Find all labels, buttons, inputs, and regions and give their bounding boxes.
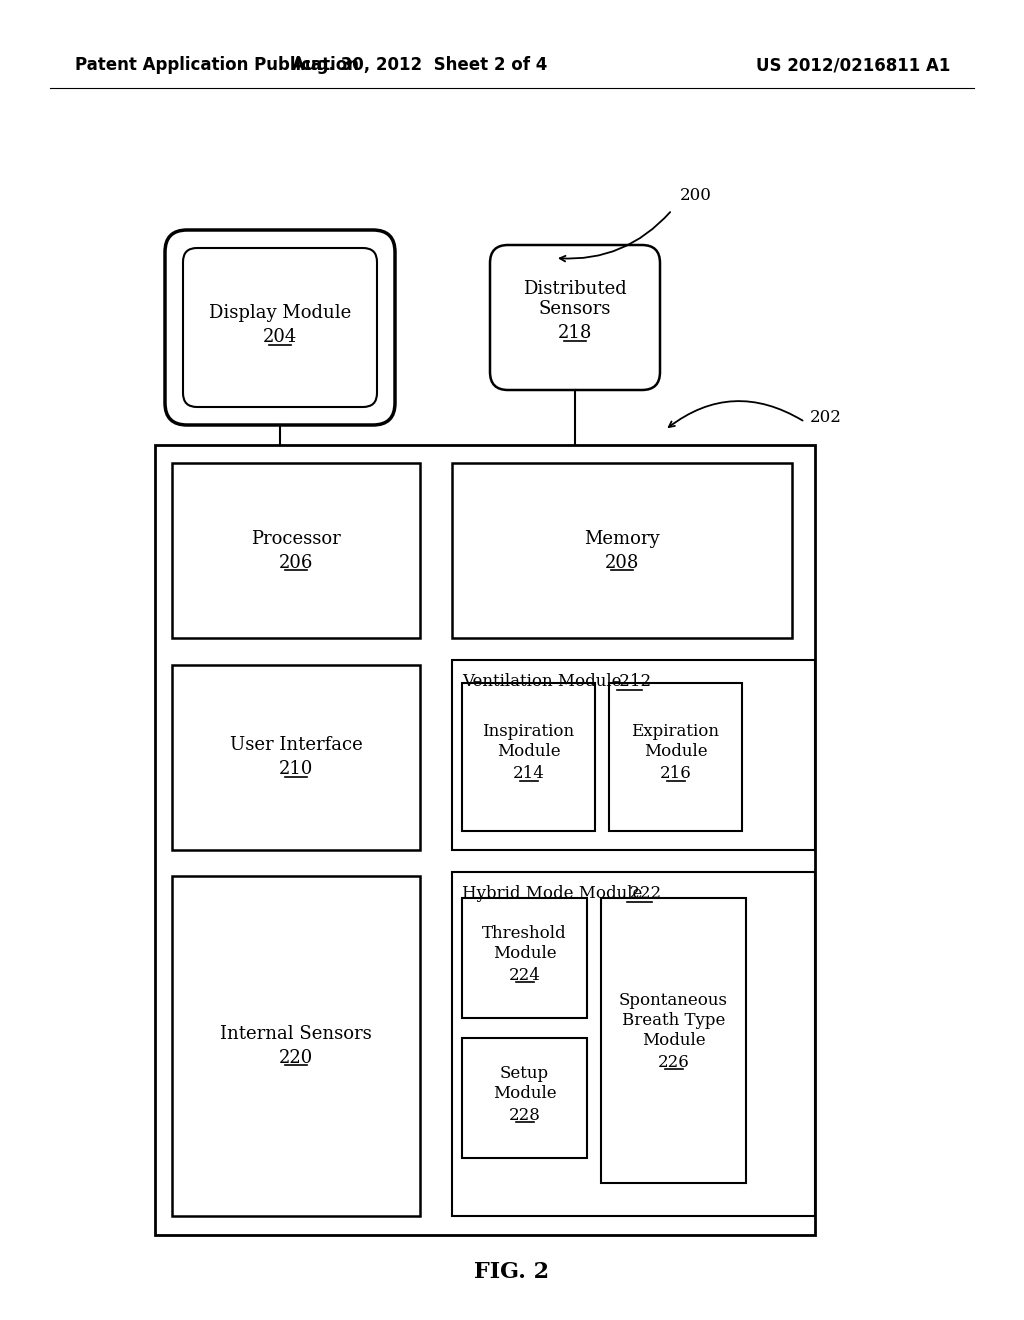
Text: 228: 228 (509, 1106, 541, 1123)
Text: US 2012/0216811 A1: US 2012/0216811 A1 (756, 55, 950, 74)
Text: Breath Type: Breath Type (622, 1012, 725, 1030)
Text: Processor: Processor (251, 529, 341, 548)
Text: Inspiration: Inspiration (482, 723, 574, 741)
Text: Ventilation Module: Ventilation Module (462, 673, 622, 690)
Bar (462, 1038, 587, 1158)
Bar (609, 682, 742, 832)
Text: 204: 204 (263, 329, 297, 346)
Bar (462, 898, 587, 1018)
Bar (452, 463, 792, 638)
Text: Spontaneous: Spontaneous (618, 993, 728, 1008)
Text: Threshold: Threshold (482, 925, 567, 942)
Text: Patent Application Publication: Patent Application Publication (75, 55, 359, 74)
Text: FIG. 2: FIG. 2 (474, 1261, 550, 1283)
Text: Module: Module (493, 1085, 556, 1101)
Text: 214: 214 (513, 766, 545, 783)
Bar (155, 445, 815, 1236)
Text: Module: Module (644, 742, 708, 759)
Bar (452, 660, 815, 850)
Text: 212: 212 (614, 673, 651, 690)
Text: User Interface: User Interface (229, 737, 362, 755)
Text: Distributed: Distributed (523, 281, 627, 298)
Text: Setup: Setup (500, 1065, 549, 1082)
Text: 226: 226 (657, 1053, 689, 1071)
Bar (172, 463, 420, 638)
Text: 216: 216 (659, 766, 691, 783)
FancyBboxPatch shape (165, 230, 395, 425)
Text: 208: 208 (605, 553, 639, 572)
FancyBboxPatch shape (490, 246, 660, 389)
Bar (172, 876, 420, 1216)
Text: 222: 222 (624, 886, 662, 903)
Text: Module: Module (497, 742, 560, 759)
Bar (452, 873, 815, 1216)
Text: Display Module: Display Module (209, 305, 351, 322)
Text: Aug. 30, 2012  Sheet 2 of 4: Aug. 30, 2012 Sheet 2 of 4 (292, 55, 548, 74)
Text: 200: 200 (680, 186, 712, 203)
Text: Expiration: Expiration (632, 723, 720, 741)
Text: 202: 202 (810, 409, 842, 426)
Text: Internal Sensors: Internal Sensors (220, 1026, 372, 1043)
Bar (462, 682, 595, 832)
Text: Module: Module (642, 1032, 706, 1049)
Text: Sensors: Sensors (539, 301, 611, 318)
Text: Hybrid Mode Module: Hybrid Mode Module (462, 886, 642, 903)
Bar (601, 898, 746, 1183)
Text: 206: 206 (279, 553, 313, 572)
Text: 218: 218 (558, 325, 592, 342)
Text: 210: 210 (279, 760, 313, 779)
FancyBboxPatch shape (183, 248, 377, 407)
Bar (172, 665, 420, 850)
Text: Module: Module (493, 945, 556, 961)
Text: Memory: Memory (584, 529, 659, 548)
Text: 224: 224 (509, 966, 541, 983)
Text: 220: 220 (279, 1049, 313, 1067)
